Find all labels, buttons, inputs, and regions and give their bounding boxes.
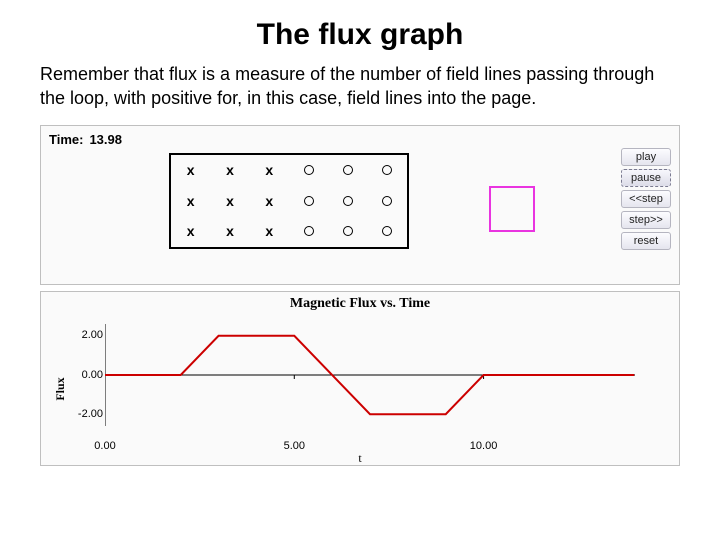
chart-xtick: 0.00 — [94, 440, 115, 452]
wire-loop — [489, 186, 535, 232]
chart-area: Flux t 2.00 0.00 -2.00 0.00 5.00 10.00 — [45, 314, 675, 464]
chart-ylabel: Flux — [53, 377, 68, 400]
field-into-page-icon: x — [187, 223, 195, 239]
field-into-page-icon: x — [265, 193, 273, 209]
field-into-page-icon: x — [226, 193, 234, 209]
field-out-of-page-icon — [382, 165, 392, 175]
control-buttons: play pause <<step step>> reset — [621, 148, 671, 250]
stepfwd-button[interactable]: step>> — [621, 211, 671, 229]
field-out-of-page-icon — [304, 226, 314, 236]
field-out-of-page-icon — [382, 226, 392, 236]
chart-panel: Magnetic Flux vs. Time Flux t 2.00 0.00 -2… — [40, 291, 680, 466]
page-title: The flux graph — [40, 18, 680, 52]
chart-plot — [105, 320, 645, 430]
chart-xtick: 5.00 — [284, 440, 305, 452]
field-into-page-icon: x — [187, 162, 195, 178]
field-out-of-page-icon — [343, 226, 353, 236]
field-region: xxxxxxxxx — [169, 153, 409, 249]
time-readout: Time: 13.98 — [49, 132, 671, 147]
chart-title: Magnetic Flux vs. Time — [45, 296, 675, 312]
field-out-of-page-icon — [304, 165, 314, 175]
chart-ytick: -2.00 — [69, 408, 103, 420]
chart-xlabel: t — [358, 451, 361, 466]
pause-button[interactable]: pause — [621, 169, 671, 187]
field-into-page-icon: x — [226, 162, 234, 178]
chart-svg — [105, 320, 645, 430]
chart-xtick: 10.00 — [470, 440, 498, 452]
time-label: Time: — [49, 132, 83, 147]
field-out-of-page-icon — [343, 165, 353, 175]
chart-ytick: 0.00 — [69, 369, 103, 381]
field-out-of-page-icon — [343, 196, 353, 206]
field-into-page-icon: x — [265, 223, 273, 239]
field-out-of-page-icon — [304, 196, 314, 206]
field-out-of-page-icon — [382, 196, 392, 206]
stepback-button[interactable]: <<step — [621, 190, 671, 208]
time-value: 13.98 — [89, 132, 122, 147]
reset-button[interactable]: reset — [621, 232, 671, 250]
simulation-panel: Time: 13.98 xxxxxxxxx playpause<<stepste… — [40, 125, 680, 285]
field-into-page-icon: x — [226, 223, 234, 239]
play-button[interactable]: play — [621, 148, 671, 166]
chart-ytick: 2.00 — [69, 329, 103, 341]
field-into-page-icon: x — [265, 162, 273, 178]
description-text: Remember that flux is a measure of the n… — [40, 62, 680, 111]
field-into-page-icon: x — [187, 193, 195, 209]
